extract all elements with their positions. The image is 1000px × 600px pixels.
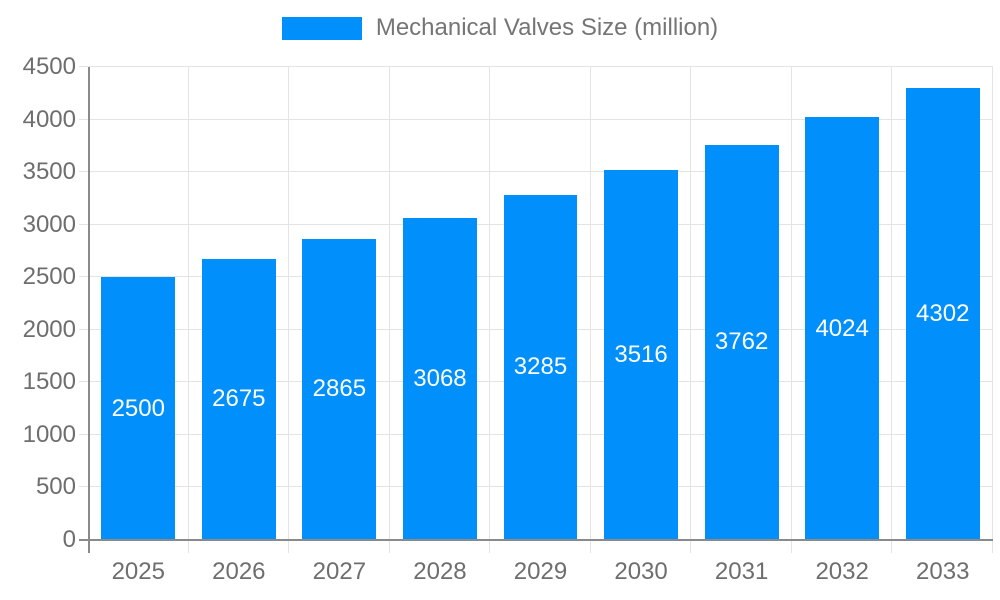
x-tick-label: 2031	[714, 558, 769, 585]
y-tick-label: 2500	[22, 263, 76, 291]
x-tick-label: 2033	[916, 558, 970, 585]
legend-label: Mechanical Valves Size (million)	[375, 14, 719, 41]
chart-legend[interactable]: Mechanical Valves Size (million)	[0, 16, 1000, 40]
y-tick-label: 1000	[22, 420, 76, 448]
bar-value-label: 4024	[815, 314, 869, 342]
x-tick-label: 2028	[413, 558, 467, 585]
vertical-gridline	[690, 67, 692, 553]
bar-value-label: 2500	[111, 394, 165, 422]
horizontal-gridline	[79, 66, 993, 67]
vertical-gridline	[388, 67, 390, 553]
bar-value-label: 2675	[212, 385, 266, 413]
vertical-gridline	[288, 67, 290, 553]
y-tick-label: 1500	[22, 368, 76, 396]
horizontal-gridline	[79, 171, 993, 173]
y-tick-label: 3000	[22, 210, 76, 238]
x-axis-line	[79, 539, 993, 541]
bar-value-label: 3762	[714, 328, 769, 356]
bar-2033: 4302	[905, 87, 980, 540]
vertical-gridline	[992, 67, 993, 553]
y-tick-label: 4500	[22, 53, 76, 80]
x-tick-label: 2029	[513, 558, 568, 585]
x-tick-label: 2025	[111, 558, 165, 585]
legend-swatch-icon	[281, 16, 362, 40]
bar-value-label: 4302	[916, 299, 970, 327]
vertical-gridline	[187, 67, 189, 553]
y-tick-label: 500	[35, 473, 76, 501]
bar-value-label: 3516	[614, 341, 668, 369]
bar-value-label: 3285	[513, 353, 568, 381]
vertical-gridline	[790, 67, 792, 553]
y-axis-labels: 0 500 1000 1500 2000 2500 3000 3500 4000 4500	[0, 55, 76, 552]
x-tick-label: 2027	[312, 558, 367, 585]
y-tick-label: 3500	[22, 158, 76, 186]
bar-2032: 4024	[805, 117, 880, 540]
bar-2027: 2865	[302, 238, 377, 540]
y-tick-label: 4000	[22, 105, 76, 133]
vertical-gridline	[589, 67, 591, 553]
y-tick-label: 0	[62, 526, 76, 553]
y-axis-line	[88, 67, 90, 553]
x-tick-label: 2032	[815, 558, 869, 585]
bar-2025: 2500	[101, 277, 176, 540]
bar-2030: 3516	[604, 170, 678, 540]
bar-2029: 3285	[503, 194, 578, 540]
bar-2031: 3762	[704, 144, 779, 540]
x-tick-label: 2030	[614, 558, 668, 585]
bar-2026: 2675	[201, 258, 276, 540]
bar-value-label: 3068	[413, 364, 467, 392]
y-tick-label: 2000	[22, 315, 76, 343]
x-axis-labels: 2025 2026 2027 2028 2029 2030 2031 2032 2033	[88, 560, 993, 592]
vertical-gridline	[489, 67, 491, 553]
x-tick-label: 2026	[212, 558, 266, 585]
bar-2028: 3068	[402, 217, 477, 540]
horizontal-gridline	[79, 118, 993, 120]
plot-area: 2500 2675 2865 3068 3285 3516 3762 4024 4302	[79, 66, 993, 553]
vertical-gridline	[891, 67, 893, 553]
bar-value-label: 2865	[312, 375, 367, 403]
